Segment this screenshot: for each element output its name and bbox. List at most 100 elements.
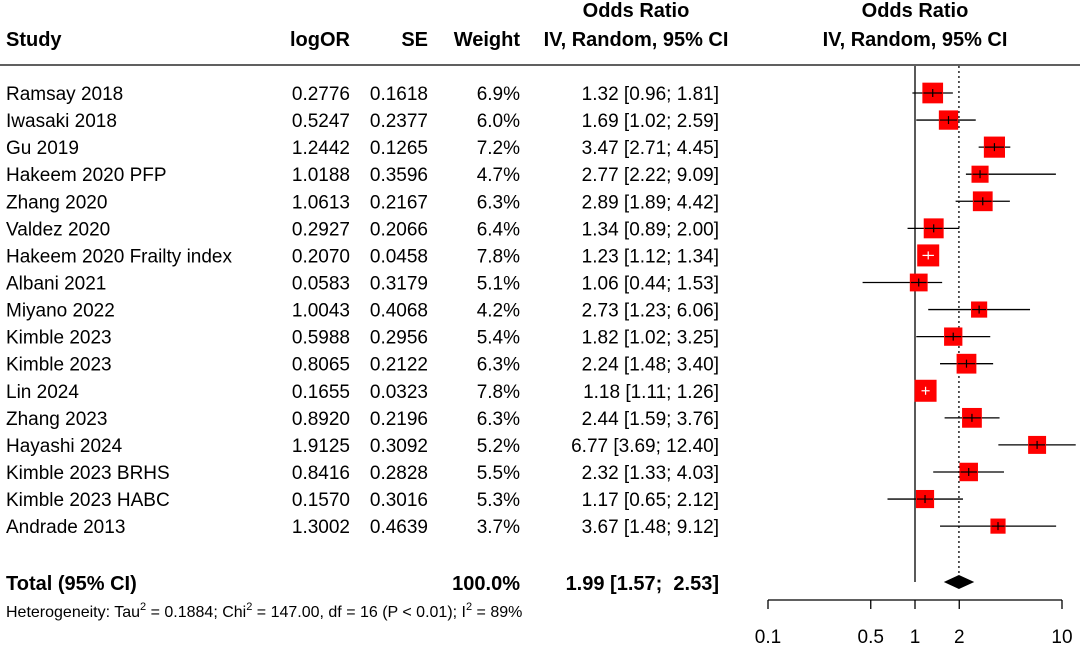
study-rows: Ramsay 2018 0.2776 0.1618 6.9% 1.32 [0.96; 1…	[6, 84, 719, 538]
study-name: Kimble 2023	[6, 328, 112, 349]
study-se: 0.2377	[370, 111, 428, 132]
study-logor: 0.5247	[292, 111, 350, 132]
study-weight: 5.4%	[477, 328, 520, 349]
study-name: Lin 2024	[6, 382, 79, 403]
study-weight: 6.3%	[477, 355, 520, 376]
study-logor: 0.1655	[292, 382, 350, 403]
study-weight: 6.9%	[477, 84, 520, 105]
header-weight: Weight	[454, 29, 521, 51]
study-or-ci: 1.17 [0.65; 2.12]	[582, 490, 719, 511]
x-tick-label: 0.1	[755, 627, 781, 648]
study-se: 0.2122	[370, 355, 428, 376]
study-name: Andrade 2013	[6, 517, 125, 538]
header-or-subtitle: IV, Random, 95% CI	[544, 29, 729, 51]
x-tick-label: 1	[910, 627, 921, 648]
study-name: Zhang 2020	[6, 192, 107, 213]
study-name: Zhang 2023	[6, 409, 107, 430]
total-or-text: 1.99 [1.57; 2.53]	[566, 573, 719, 595]
study-name: Hayashi 2024	[6, 436, 123, 457]
study-name: Hakeem 2020 PFP	[6, 165, 167, 186]
study-or-ci: 2.89 [1.89; 4.42]	[582, 192, 719, 213]
x-axis: 0.1 0.5 1 2 10	[755, 599, 1073, 648]
study-logor: 1.3002	[292, 517, 350, 538]
study-or-ci: 1.69 [1.02; 2.59]	[582, 111, 719, 132]
study-logor: 0.8920	[292, 409, 350, 430]
study-logor: 0.2776	[292, 84, 350, 105]
study-or-ci: 1.18 [1.11; 1.26]	[583, 382, 719, 403]
study-logor: 0.8065	[292, 355, 350, 376]
study-weight: 5.5%	[477, 463, 520, 484]
study-se: 0.3596	[370, 165, 428, 186]
study-se: 0.1265	[370, 138, 428, 159]
study-se: 0.4068	[370, 301, 428, 322]
study-or-ci: 1.23 [1.12; 1.34]	[582, 246, 719, 267]
study-name: Ramsay 2018	[6, 84, 123, 105]
study-or-ci: 2.77 [2.22; 9.09]	[582, 165, 719, 186]
study-logor: 1.0613	[292, 192, 350, 213]
study-or-ci: 1.32 [0.96; 1.81]	[582, 84, 719, 105]
study-or-ci: 3.67 [1.48; 9.12]	[582, 517, 719, 538]
study-or-ci: 2.24 [1.48; 3.40]	[582, 355, 719, 376]
study-se: 0.3179	[370, 273, 428, 294]
study-weight: 5.2%	[477, 436, 520, 457]
study-logor: 0.5988	[292, 328, 350, 349]
header-or-title: Odds Ratio	[583, 0, 690, 22]
study-weight: 7.2%	[477, 138, 520, 159]
x-tick-label: 0.5	[858, 627, 884, 648]
x-tick-label: 10	[1051, 627, 1072, 648]
study-se: 0.0323	[370, 382, 428, 403]
heterogeneity-text: Heterogeneity: Tau2 = 0.1884; Chi2 = 147…	[6, 601, 522, 621]
study-se: 0.2167	[370, 192, 428, 213]
study-name: Kimble 2023	[6, 355, 112, 376]
study-se: 0.2828	[370, 463, 428, 484]
study-weight: 7.8%	[477, 246, 520, 267]
study-se: 0.0458	[370, 246, 428, 267]
study-weight: 3.7%	[477, 517, 520, 538]
study-logor: 0.0583	[292, 273, 350, 294]
study-logor: 1.0043	[292, 301, 350, 322]
study-weight: 5.1%	[477, 273, 520, 294]
total-label: Total (95% CI)	[6, 573, 137, 595]
study-logor: 1.0188	[292, 165, 350, 186]
plot-marks	[862, 66, 1076, 589]
study-logor: 0.1570	[292, 490, 350, 511]
study-se: 0.2956	[370, 328, 428, 349]
study-se: 0.3092	[370, 436, 428, 457]
study-logor: 1.9125	[292, 436, 350, 457]
study-se: 0.2066	[370, 219, 428, 240]
study-weight: 6.3%	[477, 409, 520, 430]
study-logor: 0.8416	[292, 463, 350, 484]
study-weight: 6.3%	[477, 192, 520, 213]
study-logor: 0.2070	[292, 246, 350, 267]
study-or-ci: 1.06 [0.44; 1.53]	[582, 273, 719, 294]
study-name: Valdez 2020	[6, 219, 110, 240]
study-weight: 6.4%	[477, 219, 520, 240]
pooled-diamond	[943, 575, 975, 589]
header-se: SE	[401, 29, 428, 51]
study-logor: 1.2442	[292, 138, 350, 159]
study-se: 0.4639	[370, 517, 428, 538]
study-weight: 5.3%	[477, 490, 520, 511]
study-or-ci: 1.82 [1.02; 3.25]	[582, 328, 719, 349]
study-or-ci: 2.73 [1.23; 6.06]	[582, 301, 719, 322]
study-name: Iwasaki 2018	[6, 111, 117, 132]
study-logor: 0.2927	[292, 219, 350, 240]
study-name: Albani 2021	[6, 273, 106, 294]
study-or-ci: 6.77 [3.69; 12.40]	[571, 436, 719, 457]
header-logor: logOR	[290, 29, 351, 51]
plot-subtitle: IV, Random, 95% CI	[823, 29, 1008, 51]
study-name: Kimble 2023 BRHS	[6, 463, 170, 484]
study-se: 0.1618	[370, 84, 428, 105]
plot-title: Odds Ratio	[862, 0, 969, 22]
study-name: Gu 2019	[6, 138, 79, 159]
x-tick-label: 2	[954, 627, 965, 648]
study-or-ci: 2.32 [1.33; 4.03]	[582, 463, 719, 484]
study-se: 0.2196	[370, 409, 428, 430]
study-weight: 4.7%	[477, 165, 520, 186]
study-or-ci: 2.44 [1.59; 3.76]	[582, 409, 719, 430]
total-weight: 100.0%	[452, 573, 520, 595]
study-weight: 6.0%	[477, 111, 520, 132]
header-study: Study	[6, 29, 62, 51]
study-weight: 4.2%	[477, 301, 520, 322]
